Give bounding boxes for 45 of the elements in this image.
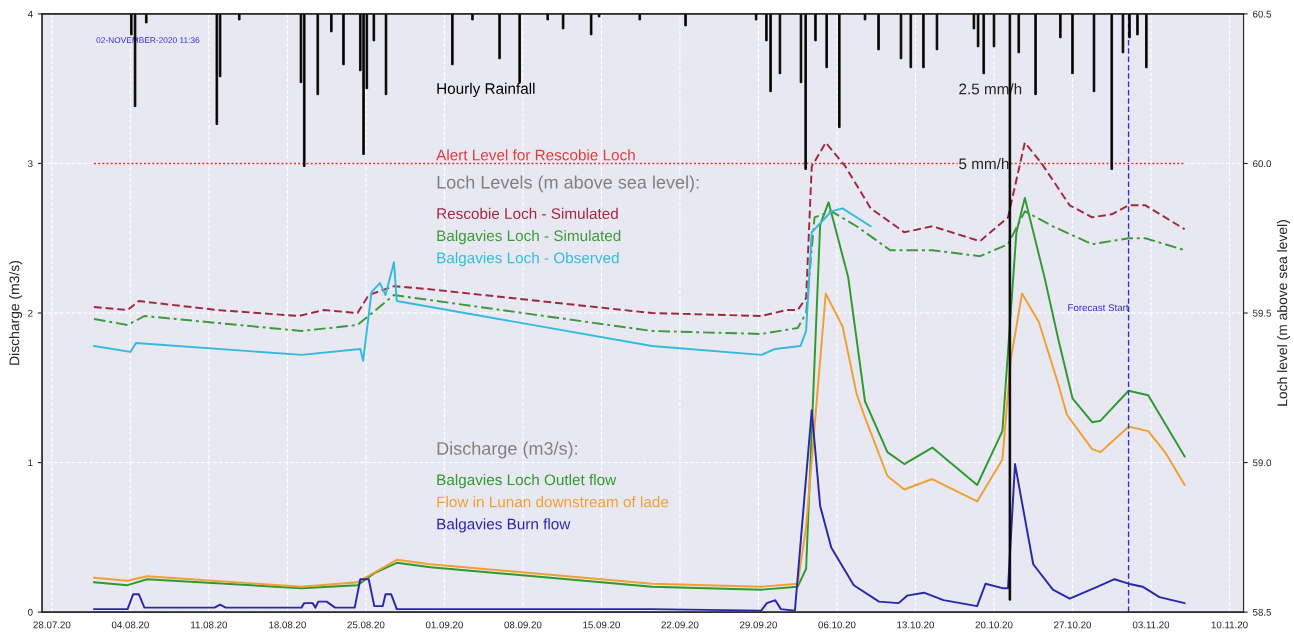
line-series	[92, 292, 1186, 588]
x-tick-label: 27.10.20	[1054, 621, 1092, 629]
text: Balgavies Loch Outlet flow	[437, 473, 617, 489]
annotation: Discharge (m3/s):	[437, 441, 577, 459]
ref-line-label: Forecast Start	[1068, 304, 1129, 312]
x-tick-label: 15.09.20	[583, 621, 620, 629]
y-axis-title: Discharge (m3/s)	[9, 261, 23, 365]
x-tick-label: 22.09.20	[661, 621, 699, 629]
y2-tick-label: 58.5	[1252, 608, 1272, 616]
y-tick-label: 2	[28, 309, 33, 317]
x-tick-label: 06.10.20	[818, 621, 856, 629]
text: Balgavies Loch - Observed	[437, 252, 619, 267]
y2-tick-label: 60.0	[1253, 160, 1272, 168]
y-tick-label: 0	[28, 608, 33, 616]
y3-tick-label: 5 mm/h	[959, 157, 1009, 170]
text: Flow in Lunan downstream of lade	[437, 496, 669, 508]
x-tick-label: 13.10.20	[897, 621, 935, 629]
line-series	[92, 207, 872, 362]
x-tick-label: 28.07.20	[33, 621, 71, 629]
x-tick-label: 18.08.20	[269, 621, 306, 629]
x-tick-label: 20.10.20	[975, 621, 1013, 629]
text: Balgavies Burn flow	[437, 518, 571, 533]
y-tick-label: 3	[27, 160, 33, 168]
line-series	[92, 196, 1186, 591]
annotation: Loch Levels (m above sea level):	[437, 175, 699, 193]
x-tick-label: 01.09.20	[425, 621, 463, 629]
y2-tick-label: 59.0	[1252, 459, 1272, 467]
line-series	[92, 409, 1186, 612]
y2-tick-label: 59.5	[1252, 309, 1272, 317]
x-tick-label: 08.09.20	[504, 621, 542, 629]
y2-tick-label: 60.5	[1253, 10, 1272, 18]
x-tick-label: 10.11.20	[1211, 621, 1248, 629]
series-label: Hourly Rainfall	[437, 82, 535, 98]
y-tick-label: 4	[27, 10, 33, 18]
x-tick-label: 04.08.20	[111, 621, 149, 629]
x-tick-label: 29.09.20	[740, 621, 777, 629]
x-tick-label: 25.08.20	[347, 621, 385, 629]
text: Balgavies Loch - Simulated	[437, 229, 621, 245]
y-tick-label: 1	[28, 459, 33, 467]
ref-line-label: Alert Level for Rescobie Loch	[436, 149, 635, 161]
text: Rescobie Loch - Simulated	[437, 207, 618, 220]
y2-axis-title: Loch level (m above sea level)	[1277, 220, 1290, 406]
x-tick-label: 03.11.20	[1132, 621, 1170, 629]
line-series	[92, 141, 1186, 317]
x-tick-label: 11.08.20	[191, 621, 228, 629]
